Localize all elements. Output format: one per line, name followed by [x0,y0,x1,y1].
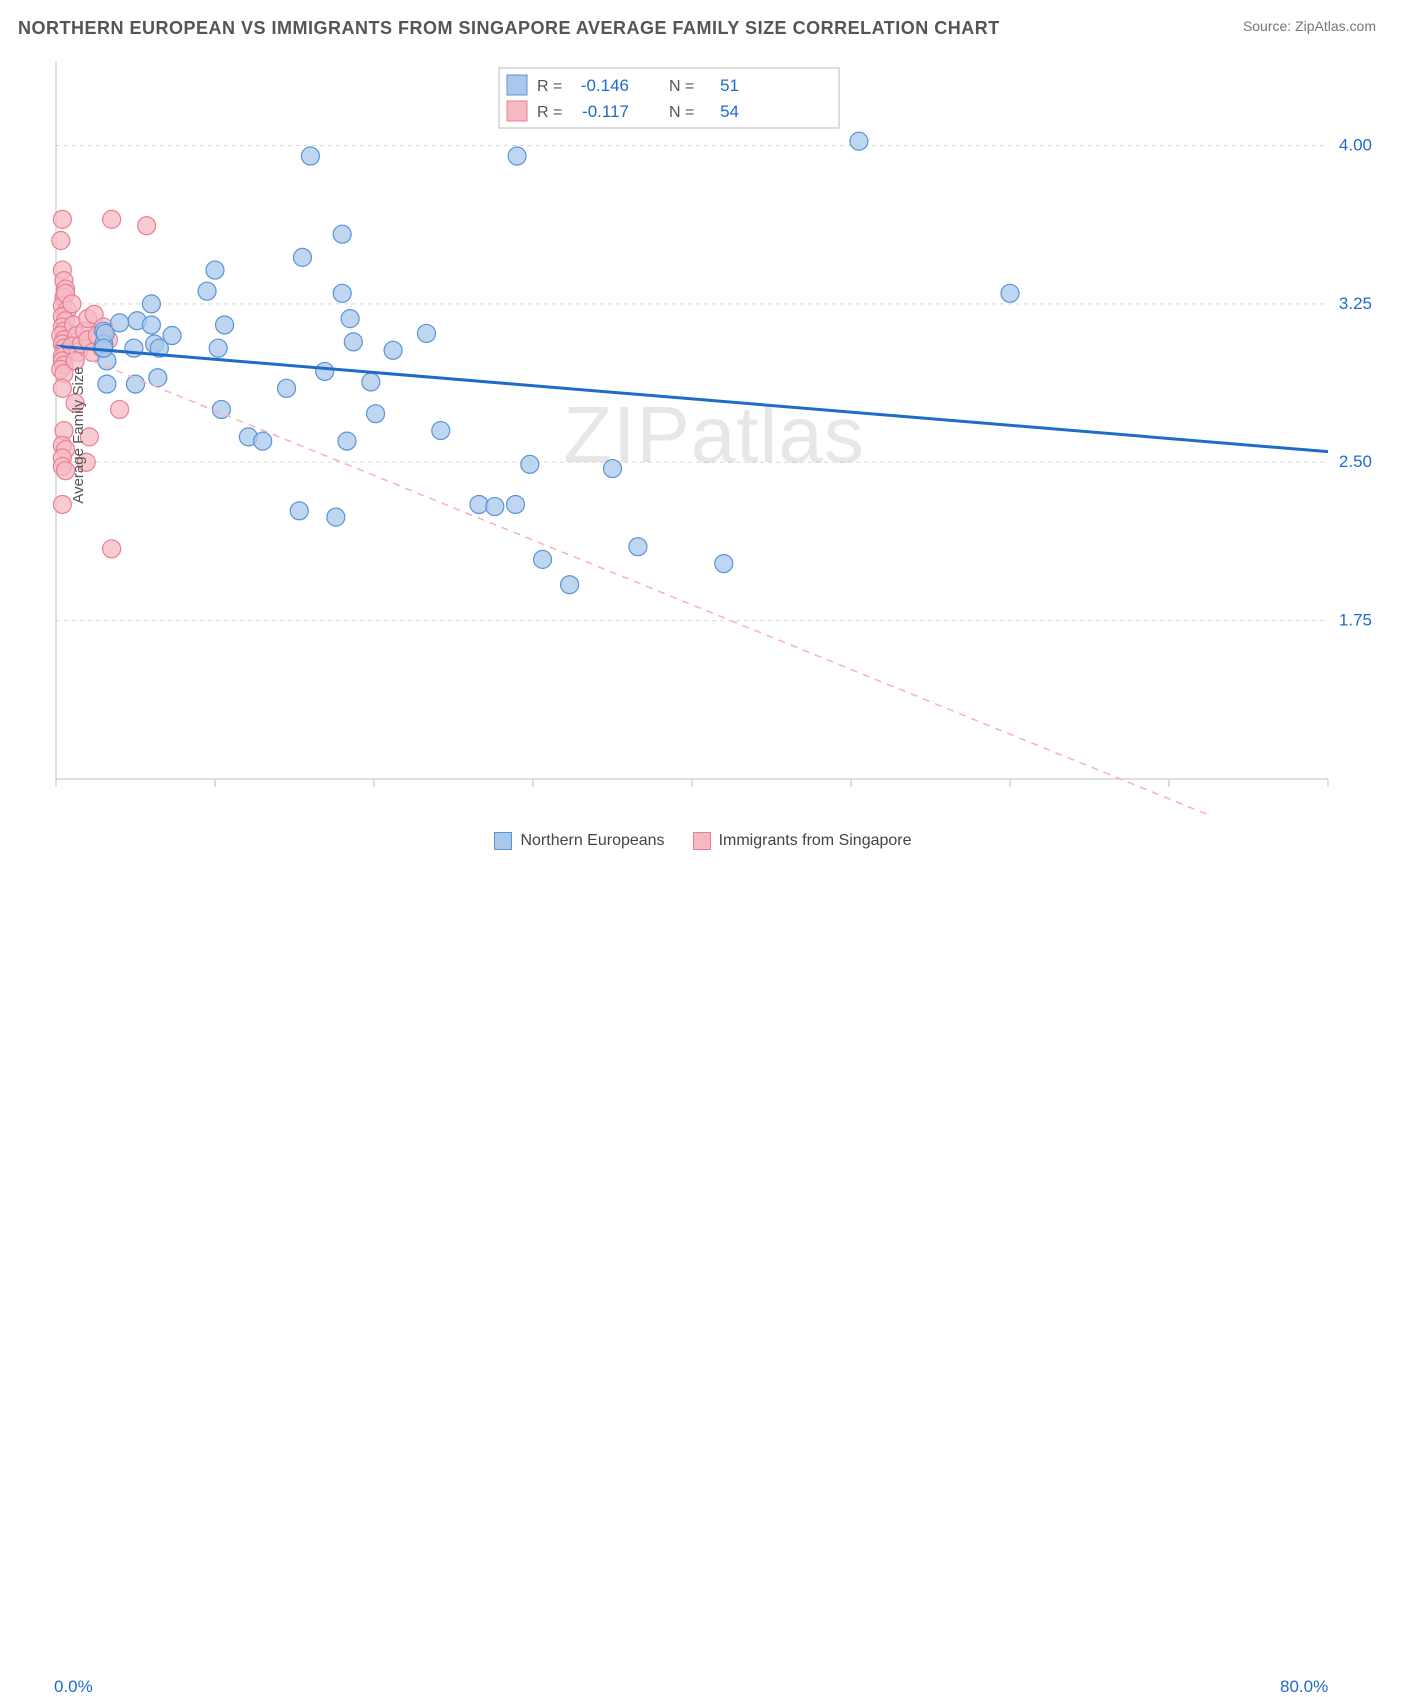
y-axis-label: Average Family Size [70,366,87,503]
legend-item-northern: Northern Europeans [494,789,664,892]
legend-item-singapore: Immigrants from Singapore [693,789,912,892]
bottom-legend: Northern Europeans Immigrants from Singa… [0,789,1406,892]
source-label: Source: ZipAtlas.com [1243,18,1376,34]
x-tick-max: 80.0% [1280,1677,1328,1697]
svg-text:2.50: 2.50 [1339,452,1372,471]
svg-text:-0.117: -0.117 [582,102,629,121]
svg-text:N =: N = [669,78,694,95]
chart-title: NORTHERN EUROPEAN VS IMMIGRANTS FROM SIN… [18,18,1000,39]
svg-text:54: 54 [720,102,739,121]
svg-text:3.25: 3.25 [1339,294,1372,313]
legend-label: Immigrants from Singapore [719,832,912,850]
chart-container: Average Family Size 1.75 2.50 3.25 4.00 R = -… [50,55,1378,815]
svg-text:N =: N = [669,104,694,121]
scatter-chart: 1.75 2.50 3.25 4.00 R = -0.146 N = 51 R = -0.117 N… [50,55,1378,815]
x-tick-min: 0.0% [54,1677,93,1697]
legend-swatch [693,832,711,850]
legend-label: Northern Europeans [520,832,664,850]
svg-text:R =: R = [537,104,562,121]
svg-text:4.00: 4.00 [1339,135,1372,154]
svg-text:51: 51 [720,76,739,95]
svg-text:R =: R = [537,78,562,95]
svg-text:1.75: 1.75 [1339,611,1372,630]
legend-swatch [494,832,512,850]
svg-text:-0.146: -0.146 [581,76,629,95]
